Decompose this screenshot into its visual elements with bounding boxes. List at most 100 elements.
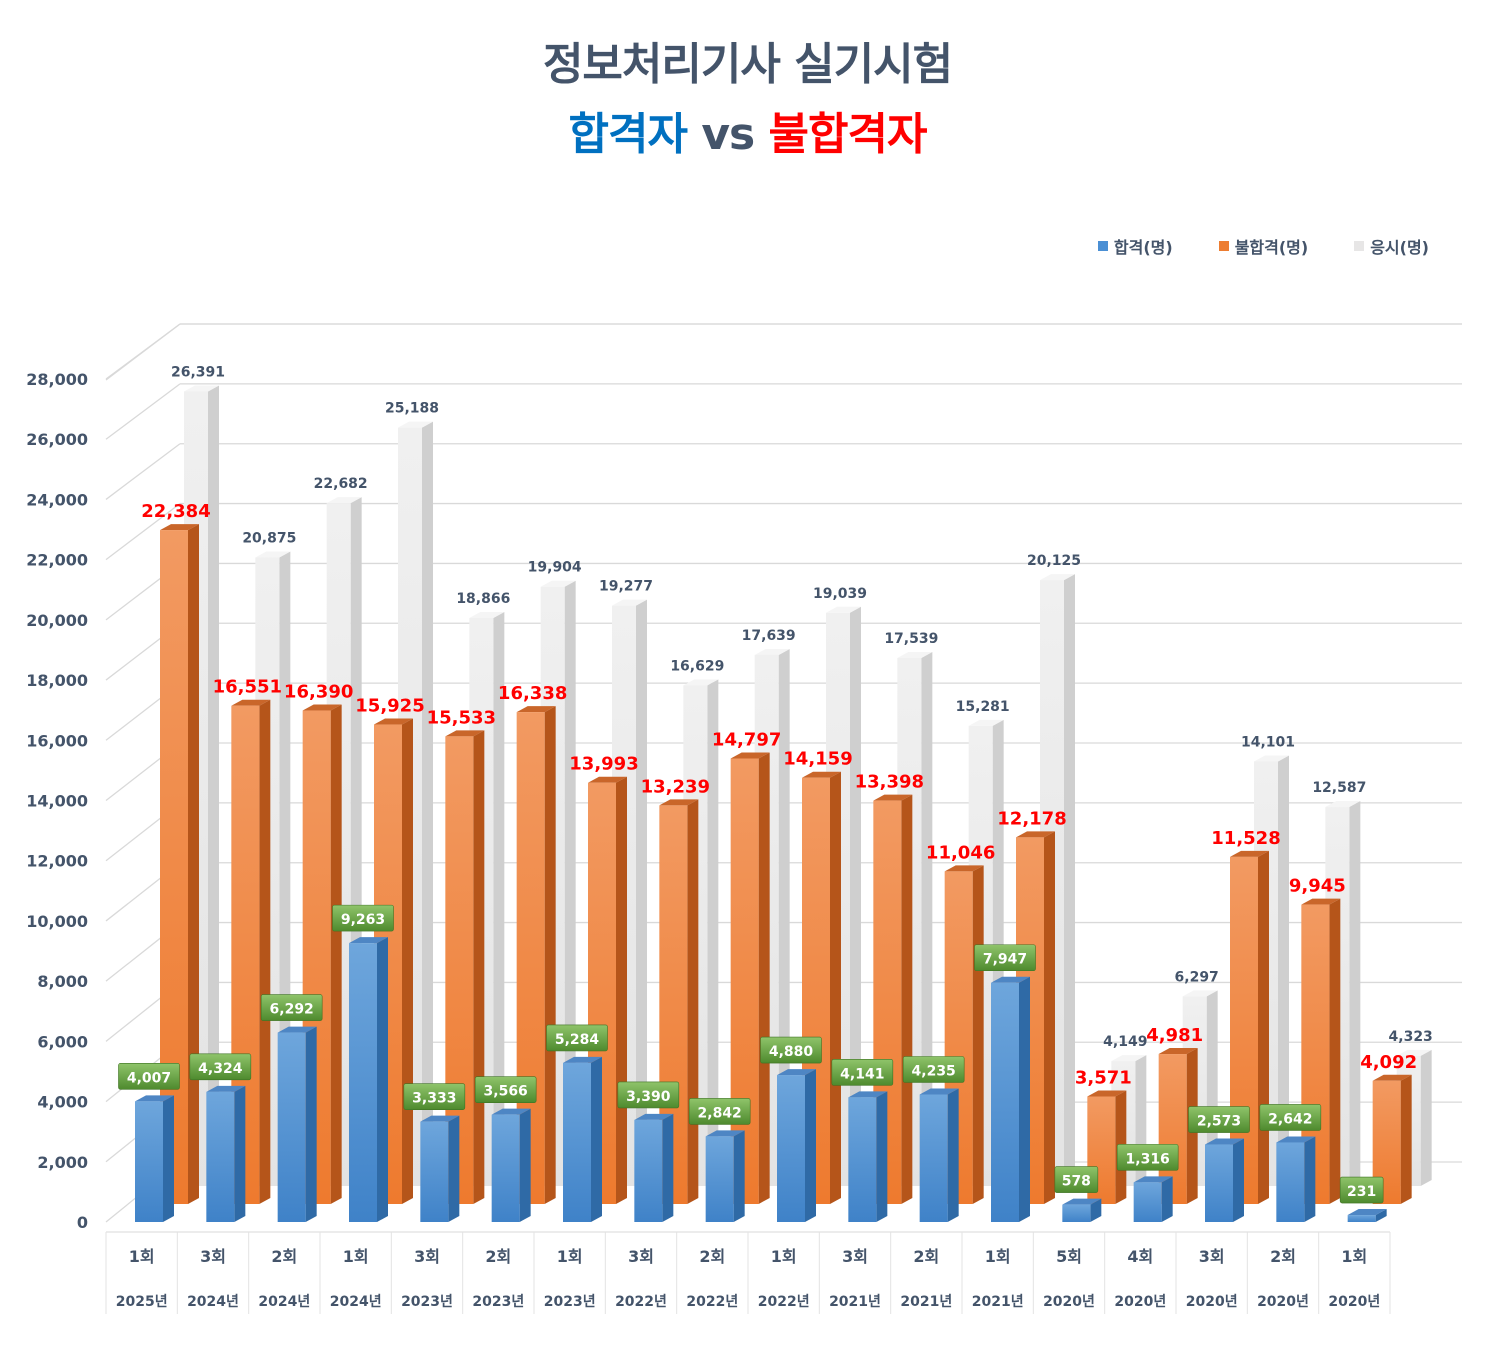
bar-pass-side — [591, 1056, 602, 1222]
bar-total-side — [636, 599, 647, 1186]
bar-total-top — [540, 580, 576, 587]
data-label-total: 20,875 — [242, 531, 296, 547]
y-tick-label: 10,000 — [26, 912, 88, 931]
bar-fail-top — [1230, 850, 1269, 857]
bar-fail-side — [830, 771, 841, 1204]
bar-total-side — [1206, 990, 1218, 1186]
data-label-fail: 9,945 — [1289, 876, 1346, 897]
x-tick-round: 1회 — [1341, 1247, 1367, 1266]
bar-fail-side — [402, 718, 413, 1204]
data-label-fail: 16,551 — [213, 677, 282, 698]
data-label-fail: 16,390 — [284, 682, 353, 703]
data-label-pass: 4,324 — [198, 1061, 243, 1077]
y-tick-label: 22,000 — [26, 551, 88, 570]
bar-pass — [634, 1113, 674, 1222]
bar-pass-front — [277, 1032, 306, 1222]
bar-pass-front — [491, 1114, 520, 1222]
bar-total-top — [1396, 1049, 1432, 1056]
x-tick-year: 2023년 — [544, 1294, 596, 1310]
bar-pass-top — [1347, 1209, 1387, 1216]
bar-fail-top — [302, 704, 342, 711]
x-tick-year: 2024년 — [258, 1294, 310, 1310]
x-tick-year: 2021년 — [972, 1294, 1024, 1310]
bar-pass-top — [1276, 1136, 1316, 1143]
bar-pass-side — [662, 1113, 674, 1222]
bar-total-top — [184, 385, 219, 392]
x-tick-year: 2020년 — [1328, 1294, 1380, 1310]
data-label-fail: 16,338 — [498, 683, 567, 704]
data-label-pass-box — [474, 1076, 537, 1103]
bar-pass — [919, 1088, 959, 1222]
bar-fail-top — [1087, 1090, 1127, 1097]
data-label-pass-box — [1054, 1166, 1099, 1193]
bars: 26,391 20,875 22,682 25,188 18,866 19,904 19,2… — [118, 364, 1433, 1222]
bar-total-top — [1182, 990, 1218, 997]
bar-pass-front — [563, 1062, 591, 1222]
bar-pass-front — [705, 1136, 734, 1222]
bar-total-top — [469, 611, 505, 618]
y-tick-label: 28,000 — [26, 370, 88, 389]
data-label-pass-box — [974, 944, 1036, 972]
legend: 합격(명) 불합격(명) 응시(명) — [1097, 234, 1429, 258]
bar-pass-side — [377, 937, 388, 1222]
data-label-pass: 5,284 — [555, 1032, 600, 1048]
data-label-fail: 4,981 — [1146, 1025, 1203, 1046]
x-tick-round: 2회 — [485, 1247, 511, 1266]
bar-fail-top — [730, 752, 770, 759]
bar-fail-top — [1016, 831, 1055, 838]
legend-item-fail[interactable]: 불합격(명) — [1218, 234, 1308, 258]
bar-pass — [563, 1056, 602, 1222]
gridline-diagonal — [105, 383, 181, 440]
bar-pass-front — [206, 1091, 235, 1222]
x-tick-round: 2회 — [271, 1247, 297, 1266]
data-label-fail: 15,533 — [427, 707, 496, 728]
data-label-pass: 2,842 — [698, 1105, 742, 1121]
bar-fail-front — [160, 530, 188, 1204]
bar-fail-top — [445, 730, 485, 737]
data-label-fail: 14,797 — [712, 730, 781, 751]
x-tick-round: 3회 — [1199, 1247, 1225, 1266]
y-tick-label: 26,000 — [26, 430, 88, 449]
legend-item-total[interactable]: 응시(명) — [1354, 234, 1429, 258]
data-label-fail: 3,571 — [1075, 1067, 1132, 1088]
data-label-total: 14,101 — [1241, 734, 1295, 750]
bar-pass-side — [733, 1130, 745, 1222]
bar-pass-side — [1161, 1176, 1173, 1222]
bar-fail-top — [231, 699, 271, 706]
x-tick-year: 2020년 — [1257, 1294, 1309, 1310]
x-tick-round: 2회 — [913, 1247, 939, 1266]
data-label-total: 19,039 — [813, 586, 867, 602]
bar-total-top — [1254, 755, 1289, 762]
bar-pass-top — [135, 1095, 174, 1102]
bar-fail-top — [516, 706, 556, 713]
bar-pass-front — [1347, 1215, 1376, 1222]
data-label-pass: 4,007 — [127, 1070, 171, 1086]
data-label-pass-box — [332, 904, 394, 932]
bar-fail-top — [588, 776, 627, 783]
y-tick-label: 6,000 — [37, 1032, 88, 1051]
bar-pass — [420, 1115, 460, 1222]
chart-subtitle: 합격자 vs 불합격자 — [0, 98, 1495, 162]
data-label-total: 18,866 — [456, 591, 510, 607]
bar-fail — [730, 752, 770, 1204]
x-tick-year: 2022년 — [615, 1294, 667, 1310]
data-label-total: 12,587 — [1312, 780, 1366, 796]
data-label-pass-box — [260, 994, 323, 1021]
x-tick-round: 3회 — [414, 1247, 440, 1266]
data-label-pass: 578 — [1062, 1174, 1091, 1190]
legend-item-pass[interactable]: 합격(명) — [1097, 234, 1173, 258]
x-tick-year: 2024년 — [330, 1294, 382, 1310]
data-label-pass-box — [760, 1036, 822, 1064]
bar-total-top — [1111, 1055, 1147, 1062]
data-label-pass-box — [118, 1063, 180, 1090]
x-tick-round: 1회 — [557, 1247, 583, 1266]
data-label-fail: 15,925 — [355, 696, 424, 717]
subtitle-vs: vs — [701, 109, 755, 160]
gridline-diagonal — [105, 323, 181, 381]
y-tick-label: 24,000 — [26, 490, 88, 509]
bar-fail-side — [616, 776, 627, 1204]
bar-pass-front — [634, 1119, 663, 1222]
data-label-pass: 2,573 — [1197, 1114, 1241, 1130]
data-label-total: 25,188 — [385, 401, 439, 417]
bar-pass-front — [1133, 1182, 1162, 1222]
